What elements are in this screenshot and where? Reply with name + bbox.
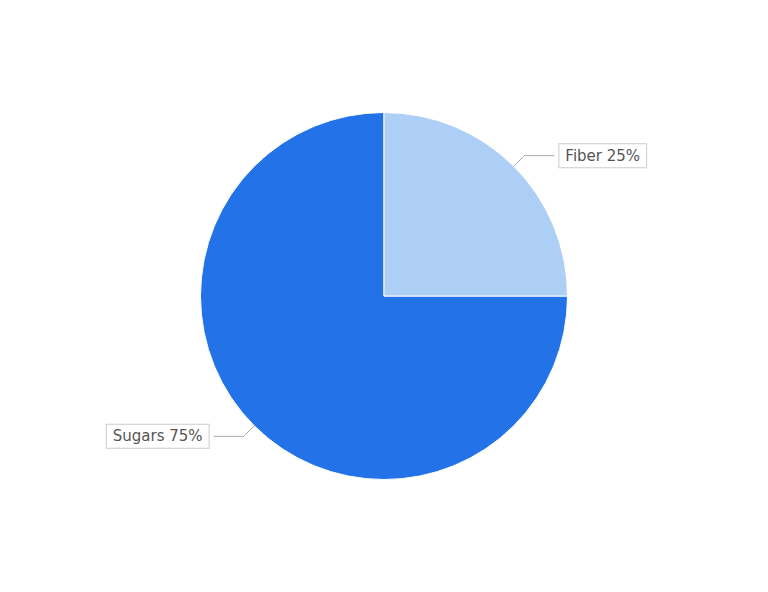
svg-text:Fiber 25%: Fiber 25% bbox=[565, 147, 640, 165]
svg-text:Sugars 75%: Sugars 75% bbox=[113, 427, 203, 445]
